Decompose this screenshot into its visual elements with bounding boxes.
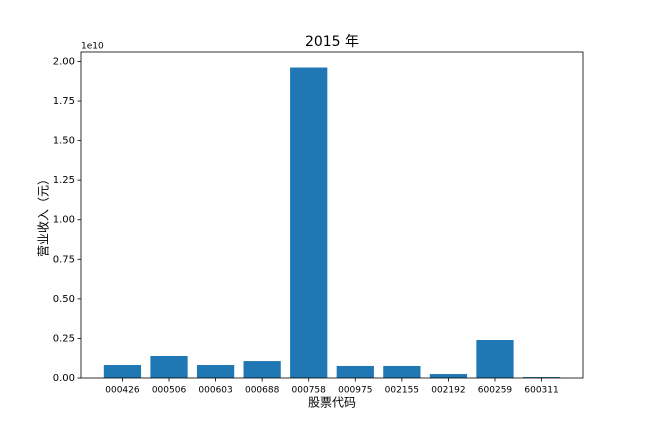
bar (243, 361, 281, 378)
y-tick-label: 1.00 (53, 215, 75, 226)
bar (522, 377, 561, 378)
bar (290, 67, 328, 379)
y-tick-label: 0.00 (53, 373, 75, 384)
x-tick-label: 000426 (105, 386, 140, 396)
x-tick-label: 000975 (338, 386, 372, 396)
x-tick-label: 002192 (431, 386, 465, 396)
x-tick-label: 002155 (385, 386, 419, 396)
chart-title: 2015 年 (305, 34, 359, 50)
y-tick-label: 1.25 (53, 175, 75, 186)
y-tick-label: 0.75 (53, 254, 75, 265)
plot-frame (80, 51, 584, 379)
x-tick-label: 000603 (198, 386, 232, 396)
y-tick-label: 0.50 (53, 294, 75, 305)
x-tick-label: 600259 (478, 386, 513, 396)
x-tick-label: 000688 (245, 386, 280, 396)
bar (336, 365, 374, 378)
bar (196, 365, 235, 378)
bar (383, 365, 421, 378)
y-axis-label: 营业收入（元） (37, 173, 51, 257)
bar (476, 340, 514, 378)
bar (150, 356, 188, 378)
x-tick-label: 000758 (292, 386, 327, 396)
y-tick-label: 1.75 (53, 96, 75, 107)
x-tick-label: 600311 (524, 386, 558, 396)
bar (429, 374, 468, 378)
y-offset-label: 1e10 (81, 42, 104, 52)
y-tick-label: 0.25 (53, 333, 75, 344)
x-tick-label: 000506 (152, 386, 187, 396)
y-tick-label: 1.50 (53, 136, 75, 147)
x-axis-label: 股票代码 (308, 396, 356, 410)
bar (103, 365, 142, 378)
y-tick-label: 2.00 (53, 56, 75, 67)
